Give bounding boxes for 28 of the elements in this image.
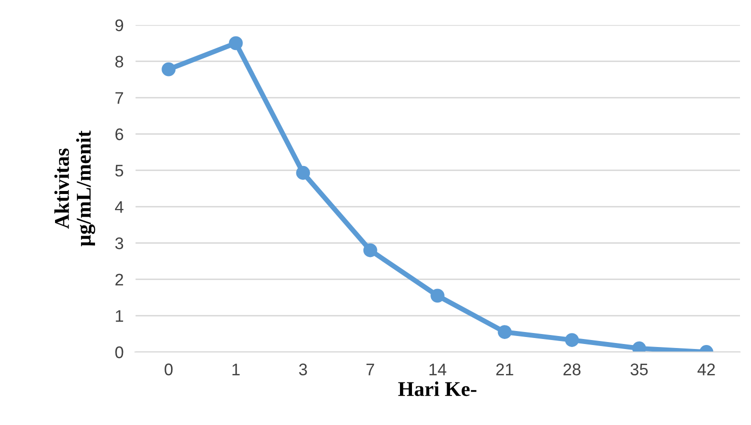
x-tick-label: 42 [698, 364, 715, 376]
x-tick-label: 1 [232, 364, 240, 376]
point [296, 166, 310, 180]
y-tick-label: 7 [115, 92, 124, 104]
y-axis-title: Aktivitas µg/mL/menit [54, 130, 96, 246]
y-tick-label: 1 [116, 310, 124, 322]
x-tick-label: 3 [299, 364, 307, 376]
x-axis-title: Hari Ke- [398, 381, 476, 396]
y-tick-label: 6 [115, 128, 124, 140]
x-tick-label: 28 [564, 364, 580, 376]
point [430, 288, 444, 303]
point [162, 62, 176, 76]
y-tick-label: 5 [115, 164, 124, 177]
x-tick-label: 7 [366, 364, 374, 376]
point [565, 333, 579, 347]
y-tick-label: 0 [115, 346, 124, 358]
point [363, 243, 378, 258]
point [228, 36, 243, 50]
y-tick-label: 4 [115, 201, 124, 213]
y-tick-label: 8 [115, 56, 124, 68]
x-tick-label: 21 [496, 364, 514, 376]
y-tick-label: 3 [115, 237, 124, 250]
x-tick-label: 0 [164, 364, 173, 376]
y-tick-label: 2 [115, 274, 124, 286]
y-tick-label: 9 [115, 19, 124, 32]
x-tick-label: 14 [430, 364, 446, 376]
x-tick-label: 35 [630, 364, 648, 376]
point [498, 325, 512, 339]
